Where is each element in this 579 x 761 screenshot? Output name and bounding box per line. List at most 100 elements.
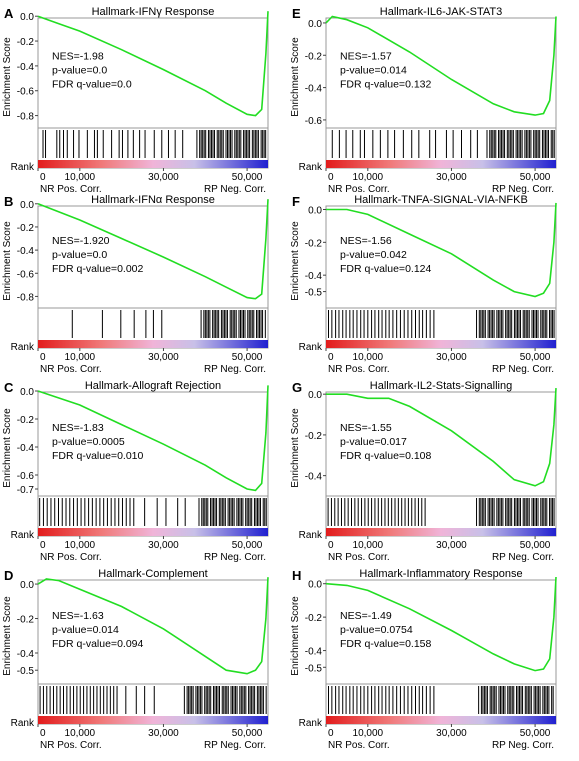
neg-corr-label: RP Neg. Corr. — [492, 552, 554, 563]
rank-heat-bar — [38, 528, 268, 536]
stat-line: p-value=0.017 — [340, 436, 407, 448]
panel-title: Hallmark-Inflammatory Response — [359, 568, 522, 580]
x-tick-label: 0 — [40, 352, 46, 363]
x-tick-label: 50,000 — [520, 728, 551, 739]
y-tick-label: -0.5 — [17, 666, 35, 677]
stat-line: FDR q-value=0.094 — [52, 638, 144, 650]
x-tick-label: 10,000 — [65, 352, 96, 363]
rank-label: Rank — [299, 718, 323, 729]
y-tick-label: 0.0 — [308, 580, 322, 591]
y-tick-label: -0.2 — [305, 51, 323, 62]
panel-f: F Hallmark-TNFA-SIGNAL-VIA-NFKB 0.0 -0.2 -0.… — [290, 194, 557, 375]
x-tick-label: 0 — [40, 540, 46, 551]
x-tick-label: 30,000 — [148, 728, 179, 739]
x-tick-label: 30,000 — [148, 172, 179, 183]
stat-line: FDR q-value=0.108 — [340, 450, 432, 462]
panel-title: Hallmark-Complement — [98, 568, 207, 580]
pos-corr-label: NR Pos. Corr. — [40, 740, 102, 751]
y-tick-label: -0.2 — [17, 615, 35, 626]
neg-corr-label: RP Neg. Corr. — [492, 364, 554, 375]
x-tick-label: 10,000 — [353, 352, 384, 363]
y-tick-label: -0.4 — [305, 647, 323, 658]
panel-title: Hallmark-IL6-JAK-STAT3 — [380, 6, 502, 18]
x-tick-label: 10,000 — [65, 172, 96, 183]
panel-letter: C — [4, 380, 14, 395]
x-tick-label: 30,000 — [436, 728, 467, 739]
pos-corr-label: NR Pos. Corr. — [40, 364, 102, 375]
neg-corr-label: RP Neg. Corr. — [204, 184, 266, 195]
y-tick-label: -0.6 — [17, 471, 35, 482]
y-tick-label: -0.4 — [17, 443, 35, 454]
y-tick-label: -0.4 — [17, 62, 35, 73]
y-axis-label: Enrichment Score — [2, 37, 13, 117]
neg-corr-label: RP Neg. Corr. — [204, 552, 266, 563]
stat-line: FDR q-value=0.158 — [340, 638, 432, 650]
neg-corr-label: RP Neg. Corr. — [204, 740, 266, 751]
plot-frame — [37, 391, 269, 537]
panel-a: A Hallmark-IFNγ Response 0.0 -0.2 -0.4 -0.6 -0… — [2, 6, 269, 195]
y-tick-label: 0.0 — [20, 200, 34, 211]
x-tick-label: 30,000 — [436, 172, 467, 183]
panel-b: B Hallmark-IFNα Response 0.0 -0.2 -0.4 -0.6 -0… — [2, 194, 269, 375]
x-tick-label: 50,000 — [232, 728, 263, 739]
panel-letter: D — [4, 568, 13, 583]
stat-line: NES=-1.83 — [52, 422, 104, 434]
rank-label: Rank — [11, 530, 35, 541]
stat-line: NES=-1.49 — [340, 610, 392, 622]
panel-letter: H — [292, 568, 301, 583]
x-tick-label: 10,000 — [353, 728, 384, 739]
plot-frame — [37, 17, 269, 169]
rank-label: Rank — [11, 342, 35, 353]
x-tick-label: 10,000 — [65, 728, 96, 739]
stat-line: p-value=0.014 — [52, 624, 119, 636]
x-tick-label: 50,000 — [520, 172, 551, 183]
panel-e: E Hallmark-IL6-JAK-STAT3 0.0 -0.2 -0.4 -0.6 En… — [290, 6, 557, 195]
stat-line: p-value=0.014 — [340, 65, 407, 77]
stat-line: NES=-1.55 — [340, 422, 392, 434]
panel-title: Hallmark-IL2-Stats-Signalling — [370, 380, 512, 392]
y-tick-label: -0.6 — [17, 87, 35, 98]
x-tick-label: 0 — [328, 352, 334, 363]
panel-h: H Hallmark-Inflammatory Response 0.0 -0.2 -0… — [290, 568, 557, 751]
pos-corr-label: NR Pos. Corr. — [328, 364, 390, 375]
y-tick-label: 0.0 — [20, 12, 34, 23]
rank-heat-bar — [38, 160, 268, 168]
y-axis-label: Enrichment Score — [290, 596, 301, 676]
y-tick-label: -0.4 — [305, 472, 323, 483]
enrichment-curve — [37, 577, 269, 675]
panel-d: D Hallmark-Complement 0.0 -0.2 -0.4 -0.5 Enric… — [2, 568, 269, 751]
x-tick-label: 50,000 — [232, 172, 263, 183]
panel-title: Hallmark-IFNα Response — [91, 194, 215, 206]
y-tick-label: -0.2 — [17, 415, 35, 426]
y-axis-label: Enrichment Score — [2, 408, 13, 488]
x-tick-label: 50,000 — [520, 352, 551, 363]
y-tick-label: -0.8 — [17, 112, 35, 123]
y-tick-label: -0.2 — [17, 37, 35, 48]
y-tick-label: -0.2 — [305, 238, 323, 249]
stat-line: FDR q-value=0.132 — [340, 79, 432, 91]
enrichment-curve — [37, 199, 269, 300]
x-tick-label: 10,000 — [65, 540, 96, 551]
panel-c: C Hallmark-Allograft Rejection 0.0 -0.2 -0.4… — [2, 380, 269, 563]
stat-line: FDR q-value=0.010 — [52, 450, 144, 462]
stat-line: NES=-1.57 — [340, 51, 392, 63]
y-tick-label: -0.4 — [305, 271, 323, 282]
stat-line: p-value=0.0005 — [52, 436, 125, 448]
x-tick-label: 0 — [328, 540, 334, 551]
panel-letter: G — [292, 380, 302, 395]
y-tick-label: 0.0 — [20, 580, 34, 591]
y-tick-label: -0.2 — [305, 613, 323, 624]
stat-line: FDR q-value=0.124 — [340, 263, 432, 275]
rank-label: Rank — [11, 162, 35, 173]
x-tick-label: 0 — [328, 172, 334, 183]
pos-corr-label: NR Pos. Corr. — [328, 184, 390, 195]
x-tick-label: 10,000 — [353, 172, 384, 183]
rank-heat-bar — [326, 716, 556, 724]
rank-heat-bar — [326, 340, 556, 348]
y-axis-label: Enrichment Score — [290, 221, 301, 301]
panel-letter: A — [4, 6, 14, 21]
pos-corr-label: NR Pos. Corr. — [40, 552, 102, 563]
x-tick-label: 50,000 — [232, 352, 263, 363]
y-tick-label: -0.5 — [305, 663, 323, 674]
y-tick-label: -0.4 — [17, 649, 35, 660]
